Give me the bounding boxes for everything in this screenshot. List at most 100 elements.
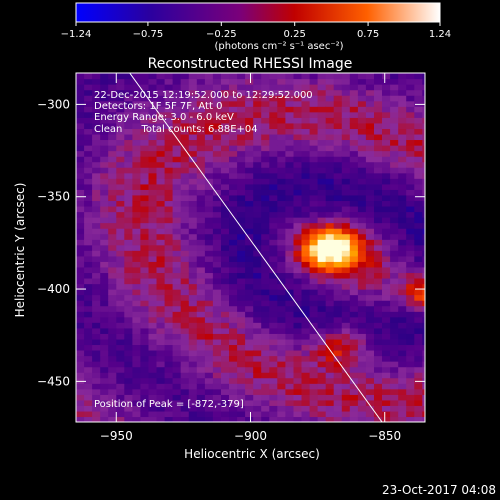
heatmap-cell <box>196 399 206 406</box>
heatmap-cell <box>188 172 198 179</box>
heatmap-cell <box>156 161 166 168</box>
heatmap-cell <box>365 156 375 163</box>
heatmap-cell <box>172 261 182 268</box>
heatmap-cell <box>196 167 206 174</box>
heatmap-cell <box>414 377 423 384</box>
heatmap-cell <box>196 316 206 323</box>
heatmap-cell <box>382 228 391 235</box>
heatmap-cell <box>245 294 254 301</box>
heatmap-cell <box>390 244 399 251</box>
heatmap-cell <box>180 228 190 235</box>
heatmap-cell <box>196 311 206 318</box>
heatmap-cell <box>229 372 238 379</box>
heatmap-cell <box>140 178 150 185</box>
heatmap-cell <box>92 84 101 91</box>
heatmap-cell <box>325 361 335 368</box>
heatmap-cell <box>422 416 425 422</box>
heatmap-cell <box>285 361 295 368</box>
heatmap-cell <box>317 89 327 96</box>
heatmap-cell <box>164 294 174 301</box>
heatmap-cell <box>349 283 359 290</box>
heatmap-cell <box>84 222 93 229</box>
heatmap-cell <box>390 172 399 179</box>
heatmap-cell <box>253 133 262 141</box>
heatmap-cell <box>406 278 415 285</box>
heatmap-cell <box>84 272 93 279</box>
heatmap-cell <box>92 244 101 251</box>
heatmap-cell <box>253 305 262 312</box>
heatmap-cell <box>237 272 246 279</box>
heatmap-cell <box>309 156 319 163</box>
heatmap-cell <box>341 117 351 124</box>
heatmap-cell <box>309 183 319 190</box>
heatmap-cell <box>148 78 158 85</box>
heatmap-cell <box>229 333 238 340</box>
heatmap-cell <box>237 399 246 406</box>
heatmap-cell <box>374 222 383 229</box>
heatmap-cell <box>374 383 383 390</box>
heatmap-cell <box>309 327 319 334</box>
heatmap-cell <box>92 194 101 202</box>
heatmap-cell <box>406 283 415 290</box>
heatmap-cell <box>277 145 286 152</box>
heatmap-cell <box>261 327 270 334</box>
heatmap-cell <box>293 361 303 368</box>
heatmap-cell <box>309 316 319 323</box>
heatmap-cell <box>261 139 270 146</box>
heatmap-cell <box>108 228 117 235</box>
heatmap-cell <box>245 156 254 163</box>
heatmap-cell <box>180 206 190 213</box>
heatmap-cell <box>148 156 158 163</box>
heatmap-cell <box>374 394 383 401</box>
heatmap-cell <box>269 111 278 118</box>
heatmap-cell <box>333 338 343 346</box>
heatmap-cell <box>124 350 133 357</box>
heatmap-cell <box>84 172 93 179</box>
heatmap-cell <box>293 305 303 312</box>
heatmap-cell <box>156 172 166 179</box>
heatmap-cell <box>390 377 399 384</box>
heatmap-cell <box>390 100 399 107</box>
heatmap-cell <box>132 189 142 196</box>
heatmap-cell <box>245 106 254 113</box>
heatmap-cell <box>180 178 190 185</box>
heatmap-cell <box>172 333 182 340</box>
heatmap-cell <box>124 233 133 240</box>
heatmap-cell <box>212 117 222 124</box>
heatmap-cell <box>76 388 85 395</box>
heatmap-cell <box>253 250 262 257</box>
heatmap-cell <box>140 100 150 107</box>
heatmap-cell <box>293 228 303 235</box>
heatmap-cell <box>317 95 327 102</box>
heatmap-cell <box>414 178 423 185</box>
heatmap-cell <box>277 333 286 340</box>
heatmap-cell <box>237 261 246 268</box>
heatmap-cell <box>221 100 230 107</box>
heatmap-cell <box>349 355 359 362</box>
heatmap-cell <box>124 244 133 251</box>
heatmap-cell <box>261 255 270 262</box>
heatmap-cell <box>277 128 286 135</box>
heatmap-cell <box>100 211 109 218</box>
heatmap-cell <box>325 300 335 307</box>
heatmap-cell <box>92 178 101 185</box>
heatmap-cell <box>261 156 270 163</box>
heatmap-cell <box>317 383 327 390</box>
heatmap-cell <box>325 266 335 274</box>
heatmap-cell <box>390 156 399 163</box>
heatmap-cell <box>237 350 246 357</box>
heatmap-cell <box>349 217 359 224</box>
heatmap-cell <box>374 145 383 152</box>
heatmap-cell <box>357 300 367 307</box>
heatmap-cell <box>349 266 359 274</box>
heatmap-cell <box>398 150 407 157</box>
heatmap-cell <box>108 217 117 224</box>
heatmap-cell <box>317 338 327 346</box>
heatmap-cell <box>349 344 359 351</box>
heatmap-cell <box>374 211 383 218</box>
heatmap-cell <box>414 172 423 179</box>
heatmap-cell <box>92 289 101 296</box>
heatmap-cell <box>382 73 391 80</box>
heatmap-cell <box>92 222 101 229</box>
heatmap-cell <box>92 161 101 168</box>
